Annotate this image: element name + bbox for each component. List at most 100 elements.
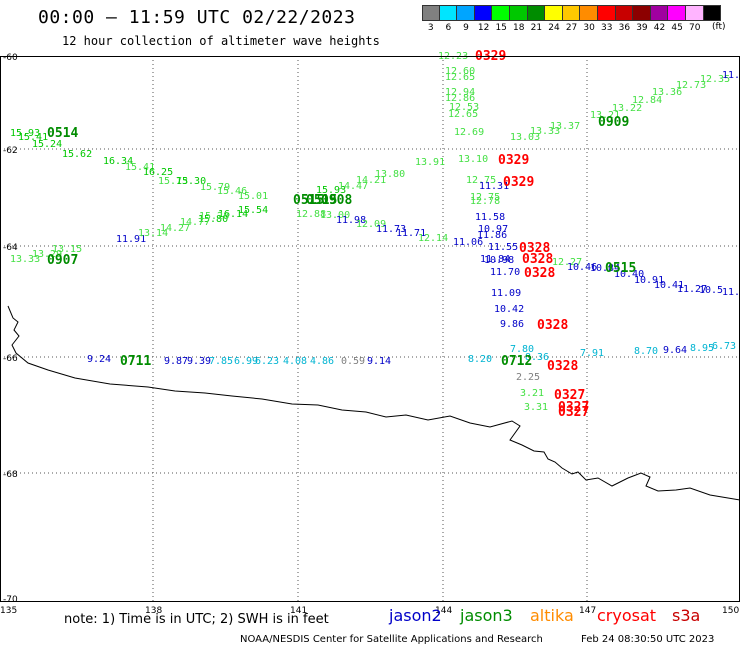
- scale-bin: 18: [509, 5, 528, 33]
- wave-height-label: 13.37: [550, 121, 580, 132]
- pass-time-label: 0329: [503, 175, 534, 190]
- longitude-label: 135: [0, 606, 17, 616]
- scale-label: 15: [495, 23, 507, 33]
- scale-swatch: [509, 5, 528, 21]
- wave-height-label: 12.60: [445, 66, 475, 77]
- longitude-label: 141: [290, 606, 307, 616]
- map-frame: [0, 56, 740, 602]
- legend-altika: altika: [530, 606, 574, 625]
- wave-height-label: 0.59: [341, 356, 365, 367]
- wave-height-label: 15.41: [18, 132, 48, 143]
- wave-height-label: 12.78: [470, 196, 500, 207]
- wave-height-label: 11.06: [453, 237, 483, 248]
- wave-height-label: 13.33: [530, 126, 560, 137]
- wave-height-label: 12.86: [445, 93, 475, 104]
- wave-height-label: 8.70: [634, 346, 658, 357]
- wave-height-label: 11.91: [116, 234, 146, 245]
- wave-height-label: 15.28: [199, 211, 229, 222]
- wave-height-label: 12.53: [449, 102, 479, 113]
- pass-time-label: 0328: [547, 359, 578, 374]
- scale-label: 36: [618, 23, 631, 33]
- wave-height-label: 11.71: [396, 228, 426, 239]
- wave-height-label: 13.00: [320, 210, 350, 221]
- wave-height-label: 15.62: [62, 149, 92, 160]
- latitude-label: -66: [3, 354, 18, 364]
- wave-height-label: 13.29: [32, 249, 62, 260]
- scale-bin: 70: [685, 5, 704, 33]
- scale-bin: 42: [650, 5, 669, 33]
- legend-s3a: s3a: [672, 606, 701, 625]
- wave-height-label: 11.54: [722, 70, 740, 81]
- wave-height-label: 10.42: [494, 304, 524, 315]
- wave-height-label: 12.94: [445, 87, 475, 98]
- wave-height-label: 15.73: [158, 176, 188, 187]
- scale-bin: 3: [422, 5, 440, 33]
- wave-height-label: 11.01: [722, 287, 740, 298]
- wave-height-label: 9.87: [164, 356, 188, 367]
- wave-height-label: 13.15: [52, 244, 82, 255]
- pass-time-label: 0711: [120, 354, 151, 369]
- wave-height-label: 13.33: [10, 254, 40, 265]
- wave-height-label: 3.31: [524, 402, 548, 413]
- wave-height-label: 11.27: [677, 284, 707, 295]
- wave-height-label: 15.79: [200, 182, 230, 193]
- wave-height-label: 8.95: [690, 343, 714, 354]
- wave-height-label: 9.86: [500, 319, 524, 330]
- wave-height-label: 10.91: [634, 275, 664, 286]
- wave-height-label: 11.98: [336, 215, 366, 226]
- scale-swatch: [474, 5, 493, 21]
- wave-height-label: 16.34: [103, 156, 133, 167]
- wave-height-label: 14.27: [160, 223, 190, 234]
- wave-height-label: 11.31: [479, 181, 509, 192]
- scale-bin: 15: [492, 5, 510, 33]
- wave-height-label: 12.14: [418, 233, 448, 244]
- map-title: 00:00 – 11:59 UTC 02/22/2023: [38, 7, 356, 28]
- wave-height-label: 10.97: [478, 224, 508, 235]
- pass-time-label: 0908: [321, 193, 352, 208]
- scale-label: 18: [513, 23, 525, 33]
- scale-bin: [703, 5, 722, 33]
- wave-height-label: 9.14: [367, 356, 391, 367]
- wave-height-label: 15.30: [176, 176, 206, 187]
- scale-unit: (ft): [712, 22, 726, 32]
- legend-jason2: jason2: [389, 606, 442, 625]
- scale-swatch: [650, 5, 669, 21]
- generated-timestamp: Feb 24 08:30:50 UTC 2023: [581, 634, 715, 645]
- scale-swatch: [668, 5, 686, 21]
- wave-height-label: 7.91: [580, 348, 604, 359]
- wave-height-label: 10.84: [590, 263, 620, 274]
- scale-swatch: [685, 5, 704, 21]
- wave-height-label: 13.22: [612, 103, 642, 114]
- wave-height-label: 6.73: [712, 341, 736, 352]
- scale-label: 45: [671, 23, 683, 33]
- scale-bin: 36: [615, 5, 634, 33]
- wave-height-label: 10.98: [484, 255, 514, 266]
- wave-height-label: 15.41: [125, 162, 155, 173]
- wave-height-label: 15.93: [316, 185, 346, 196]
- wave-height-label: 15.93: [10, 128, 40, 139]
- pass-time-label: 0712: [501, 354, 532, 369]
- scale-bin: 9: [457, 5, 475, 33]
- scale-bin: 21: [527, 5, 546, 33]
- scale-swatch: [492, 5, 510, 21]
- scale-bin: 12: [474, 5, 493, 33]
- wave-height-label: 15.24: [32, 139, 62, 150]
- wave-height-label: 13.80: [375, 169, 405, 180]
- credit-line: NOAA/NESDIS Center for Satellite Applica…: [240, 634, 543, 645]
- wave-height-label: 7.80: [510, 344, 534, 355]
- scale-swatch: [422, 5, 440, 21]
- pass-time-label: 0909: [598, 115, 629, 130]
- wave-height-label: 14.47: [338, 181, 368, 192]
- wave-height-label: 12.35: [700, 74, 730, 85]
- wave-height-label: 16.14: [218, 209, 248, 220]
- wave-height-label: 12.73: [676, 80, 706, 91]
- latitude-label: -62: [3, 146, 18, 156]
- wave-height-label: 11.73: [376, 224, 406, 235]
- wave-height-label: 11.84: [480, 254, 510, 265]
- scale-bin: 6: [439, 5, 458, 33]
- wave-height-label: 10.46: [567, 262, 597, 273]
- longitude-label: 150: [722, 606, 739, 616]
- scale-bin: 39: [633, 5, 651, 33]
- pass-time-label: 0327: [554, 388, 585, 403]
- wave-height-label: 9.39: [187, 356, 211, 367]
